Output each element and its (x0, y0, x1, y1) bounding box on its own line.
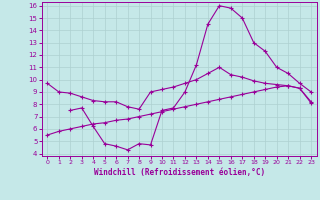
X-axis label: Windchill (Refroidissement éolien,°C): Windchill (Refroidissement éolien,°C) (94, 168, 265, 177)
